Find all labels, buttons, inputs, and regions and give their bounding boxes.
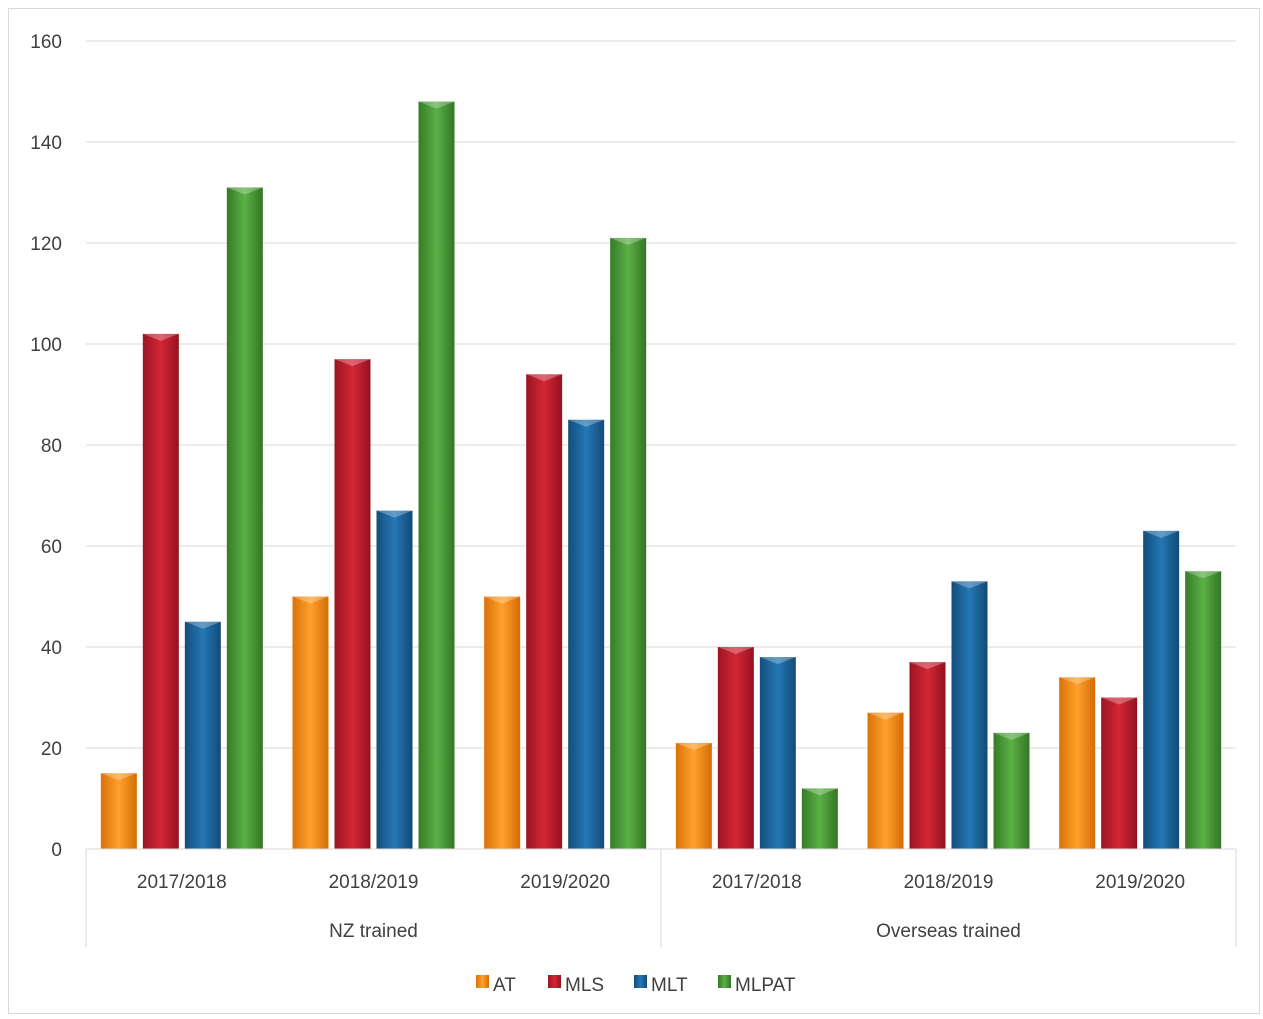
bar-at [675,742,712,849]
bar-mlpat [801,788,838,849]
bar-bevel [526,374,563,382]
legend-label: AT [493,975,516,996]
bar-bevel [484,596,521,604]
bar-mlt [376,510,413,849]
bar-bevel [867,712,904,720]
x-tick-label: 2017/2018 [137,872,227,893]
bar-at [1059,677,1096,849]
bars [100,101,1222,850]
bar-mls [526,374,563,849]
bar-at [292,596,329,849]
x-tick-label: 2018/2019 [329,872,419,893]
bar-bevel [418,101,455,109]
y-tick-label: 40 [41,638,62,659]
bar-bevel [376,510,413,518]
bar-mlt [568,419,605,849]
bar-mlpat [610,237,647,849]
bar-bevel [184,621,221,629]
legend-swatch-mls [548,975,561,988]
bar-bevel [568,419,605,427]
bar-mls [717,647,754,849]
bar-at [484,596,521,849]
legend-label: MLT [651,975,688,996]
bar-bevel [801,788,838,796]
bar-bevel [1059,677,1096,685]
legend: AT MLS MLT MLPAT [476,975,796,996]
bar-mls [909,662,946,849]
bar-bevel [1185,571,1222,579]
y-tick-label: 60 [41,537,62,558]
bar-bevel [100,773,137,781]
bar-bevel [226,187,263,195]
bar-bevel [1101,697,1138,705]
y-tick-label: 0 [51,840,62,861]
bar-at [100,773,137,849]
x-tick-label: 2019/2020 [520,872,610,893]
legend-label: MLS [565,975,604,996]
legend-swatch-mlpat [718,975,731,988]
bar-mlt [1143,530,1180,849]
y-tick-label: 140 [30,133,62,154]
x-axis: 2017/2018 2018/2019 2019/2020 NZ trained 201… [85,848,1237,947]
y-tick-label: 20 [41,739,62,760]
bar-bevel [675,742,712,750]
x-tick-label: 2018/2019 [904,872,994,893]
y-tick-label: 160 [30,32,62,53]
y-tick-label: 120 [30,234,62,255]
bar-mlt [759,657,796,849]
bar-bevel [334,359,371,367]
gridlines [86,40,1236,749]
group-label: Overseas trained [876,921,1021,942]
bar-bevel [909,662,946,670]
bar-mlpat [226,187,263,849]
bar-mlpat [418,101,455,850]
bar-mlt [184,621,221,849]
bar-mlpat [1185,571,1222,849]
legend-swatch-mlt [634,975,647,988]
bar-bevel [142,333,179,341]
bar-mlpat [993,732,1030,849]
bar-bevel [610,237,647,245]
legend-label: MLPAT [735,975,796,996]
bar-mls [142,333,179,849]
legend-swatch-at [476,975,489,988]
bar-at [867,712,904,849]
y-tick-label: 100 [30,335,62,356]
bar-mlt [951,581,988,849]
bar-mls [334,359,371,849]
bar-bevel [951,581,988,589]
group-label: NZ trained [329,921,418,942]
y-tick-label: 80 [41,436,62,457]
y-axis-ticks: 0 20 40 60 80 100 120 140 160 [30,32,62,861]
bar-mls [1101,697,1138,849]
x-tick-label: 2019/2020 [1095,872,1185,893]
bar-bevel [1143,530,1180,538]
bar-bevel [717,647,754,654]
bar-bevel [993,732,1030,740]
bar-bevel [759,657,796,665]
bar-bevel [292,596,329,604]
x-tick-label: 2017/2018 [712,872,802,893]
